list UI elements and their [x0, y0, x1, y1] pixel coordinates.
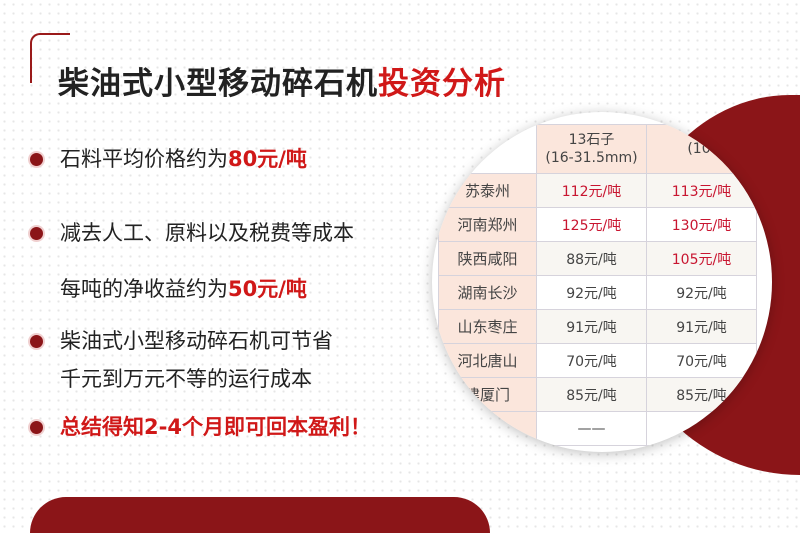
price-cell: 91元/吨 — [536, 309, 647, 344]
price-cell: 112元/吨 — [536, 173, 647, 208]
bullet-price: 石料平均价格约为80元/吨 — [30, 140, 307, 178]
bullet-savings: 柴油式小型移动碎石机可节省 千元到万元不等的运行成本 — [30, 322, 333, 398]
title-bracket — [30, 33, 70, 83]
price-cell: 105元/吨 — [646, 241, 757, 276]
price-cell: 85元/吨 — [536, 377, 647, 412]
table-header: 13石子 (16-31.5mm) — [536, 124, 647, 174]
city-cell: 山东枣庄 — [438, 309, 537, 344]
bullet-text: 减去人工、原料以及税费等成本 — [60, 221, 354, 245]
price-cell: 113元/吨 — [646, 173, 757, 208]
table-header: (10- — [646, 124, 757, 174]
price-cell: 88元/吨 — [536, 241, 647, 276]
table-row: 建厦门 85元/吨 85元/吨 — [438, 377, 757, 412]
bullet-text: 柴油式小型移动碎石机可节省 — [60, 329, 333, 353]
bullet-highlight: 80元/吨 — [228, 147, 307, 171]
decorative-bottom-shape — [30, 497, 490, 533]
price-cell: —— — [536, 411, 647, 446]
price-cell: 85元/吨 — [646, 377, 757, 412]
bullet-dot-icon — [30, 335, 43, 348]
price-cell — [646, 411, 757, 446]
page-title: 柴油式小型移动碎石机投资分析 — [58, 58, 506, 103]
bullet-dot-icon — [30, 153, 43, 166]
table-row: 河北唐山 70元/吨 70元/吨 — [438, 343, 757, 378]
city-cell: 苏泰州 — [438, 173, 537, 208]
bullet-dot-icon — [30, 421, 43, 434]
title-highlight: 投资分析 — [378, 66, 506, 102]
table-row: 苏泰州 112元/吨 113元/吨 — [438, 173, 757, 208]
table-row: 山东枣庄 91元/吨 91元/吨 — [438, 309, 757, 344]
bullet-text: 石料平均价格约为 — [60, 147, 228, 171]
price-cell: 70元/吨 — [646, 343, 757, 378]
bullet-highlight: 总结得知2-4个月即可回本盈利！ — [60, 415, 371, 439]
table-row: 河南郑州 125元/吨 130元/吨 — [438, 207, 757, 242]
bullet-summary: 总结得知2-4个月即可回本盈利！ — [30, 408, 371, 446]
table-corner — [438, 124, 537, 174]
price-cell: 92元/吨 — [646, 275, 757, 310]
bullet-profit: 减去人工、原料以及税费等成本 每吨的净收益约为50元/吨 — [30, 205, 354, 317]
bullet-text-line2: 千元到万元不等的运行成本 — [60, 367, 312, 391]
price-cell: 70元/吨 — [536, 343, 647, 378]
price-table-magnifier: 13石子 (16-31.5mm) (10- 苏泰州 112元/吨 113元/吨 河南郑州… — [432, 112, 772, 452]
table-row: 陕西咸阳 88元/吨 105元/吨 — [438, 241, 757, 276]
city-cell: 河南郑州 — [438, 207, 537, 242]
city-cell: 湖南长沙 — [438, 275, 537, 310]
bullet-dot-icon — [30, 227, 43, 240]
city-cell: 建厦门 — [438, 377, 537, 412]
city-cell: 河北唐山 — [438, 343, 537, 378]
price-cell: 125元/吨 — [536, 207, 647, 242]
bullet-text-line2: 每吨的净收益约为 — [60, 277, 228, 301]
city-cell — [438, 411, 537, 446]
title-main: 柴油式小型移动碎石机 — [58, 66, 378, 102]
bullet-highlight: 50元/吨 — [228, 277, 307, 301]
city-cell: 陕西咸阳 — [438, 241, 537, 276]
price-table: 13石子 (16-31.5mm) (10- 苏泰州 112元/吨 113元/吨 河南郑州… — [438, 124, 757, 446]
table-row: —— — [438, 411, 757, 446]
price-cell: 130元/吨 — [646, 207, 757, 242]
price-cell: 92元/吨 — [536, 275, 647, 310]
table-row: 湖南长沙 92元/吨 92元/吨 — [438, 275, 757, 310]
price-cell: 91元/吨 — [646, 309, 757, 344]
